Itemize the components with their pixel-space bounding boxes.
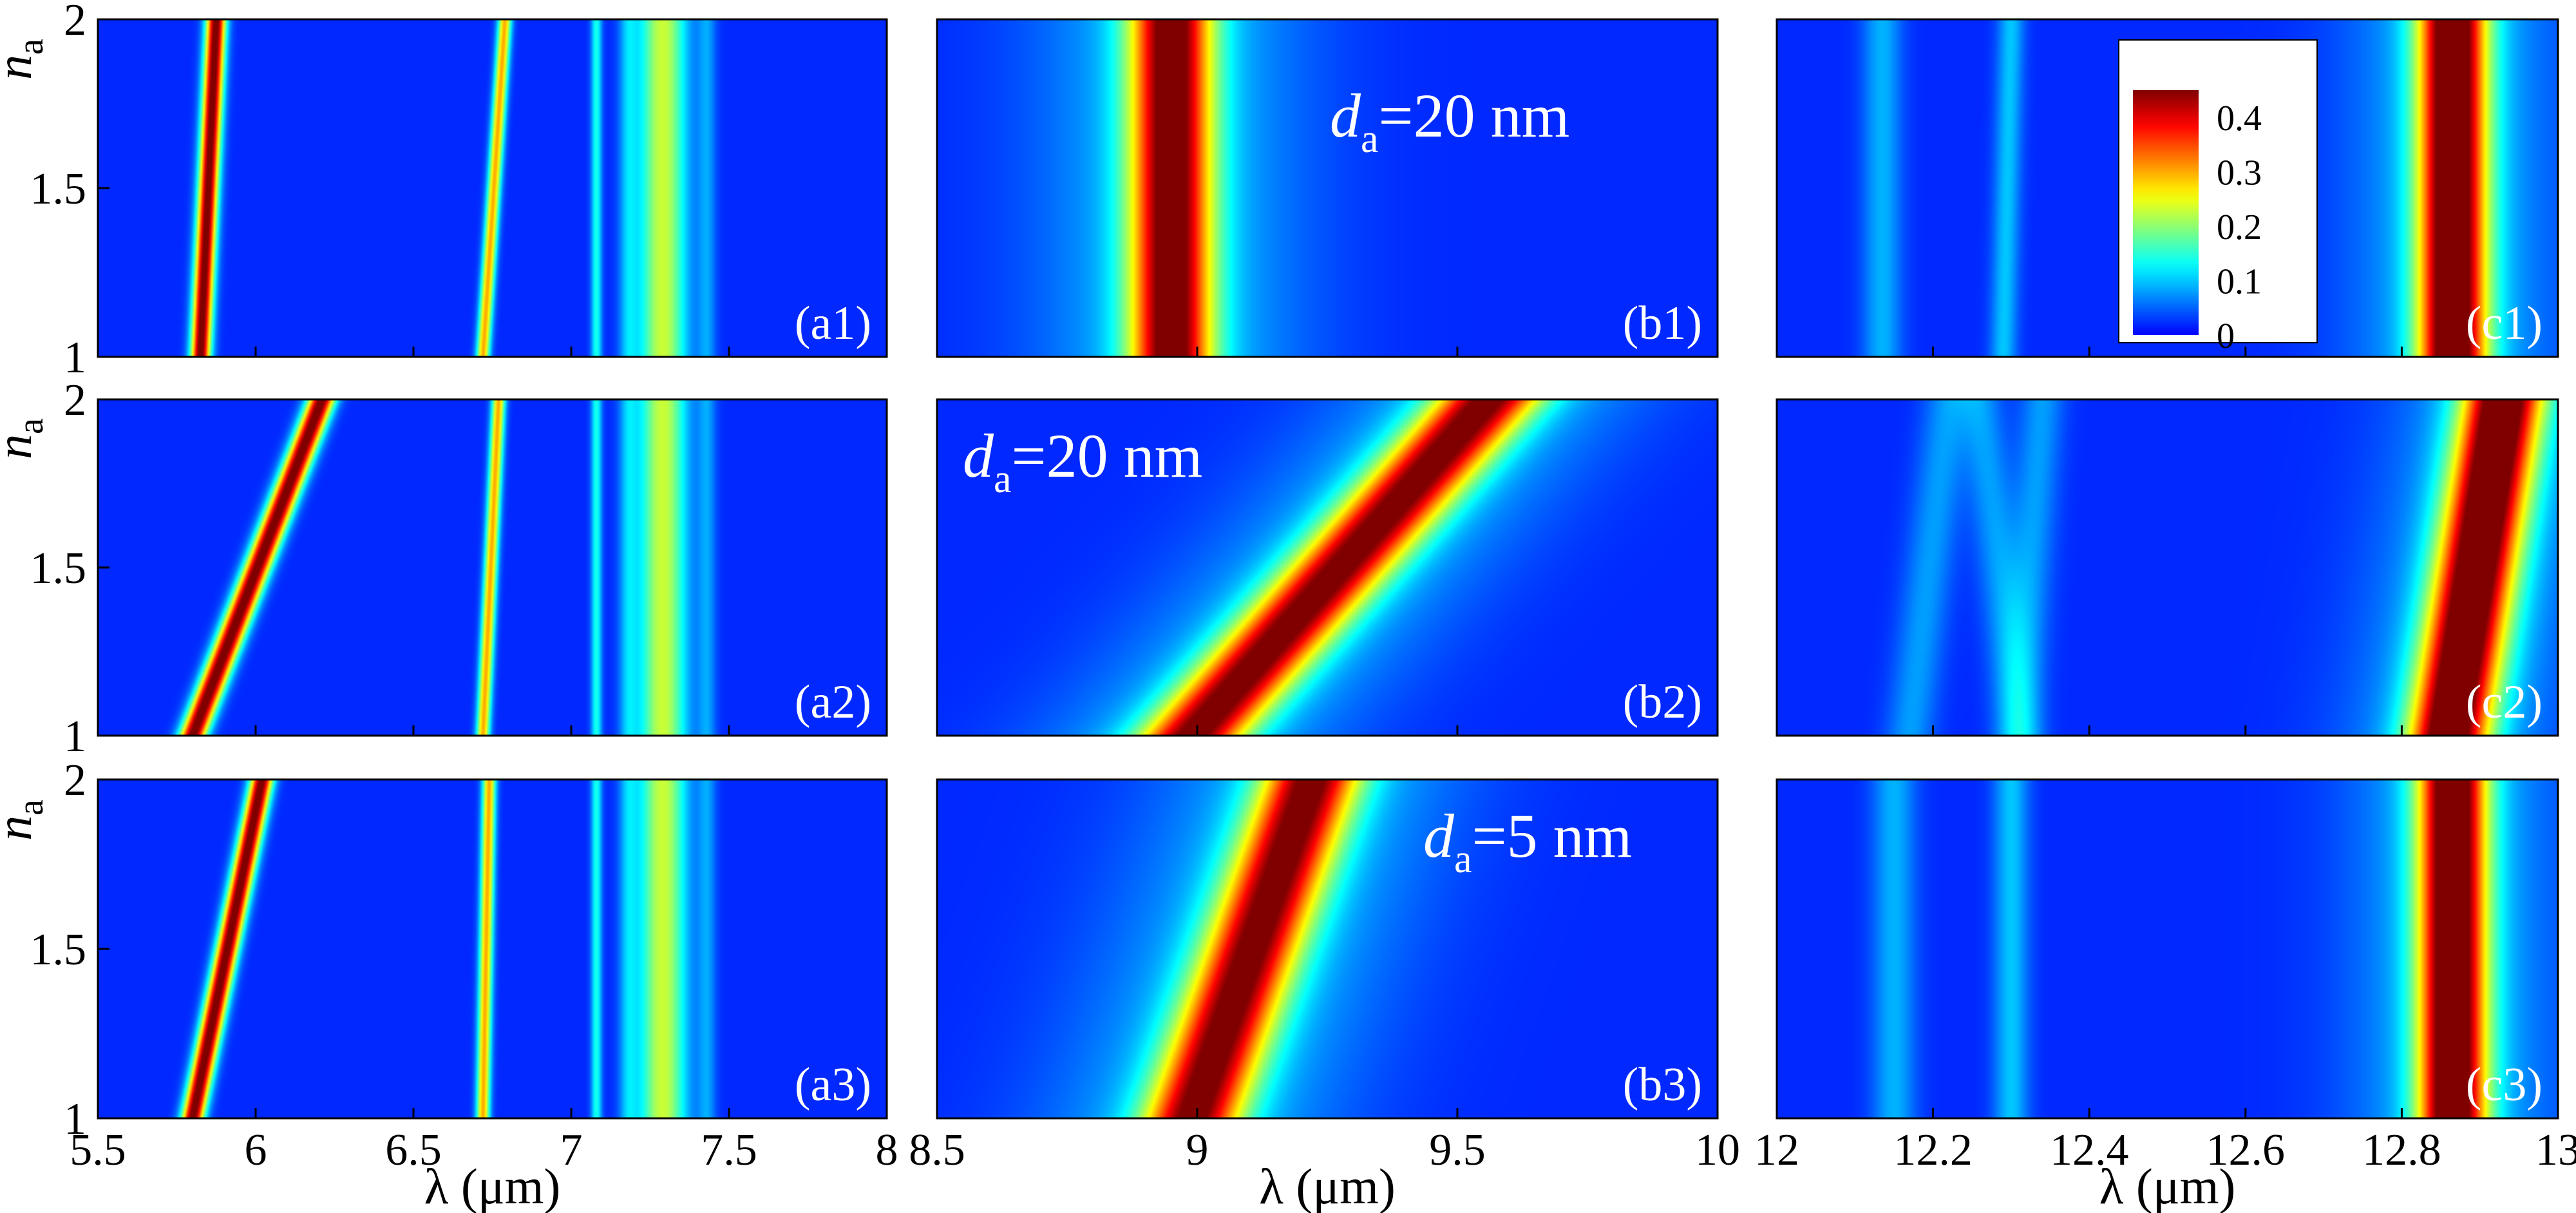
- y-tick-label: 1: [64, 1094, 86, 1144]
- panel-frame-c2: [1776, 398, 2559, 737]
- x-tick-label: 7.5: [701, 1125, 757, 1175]
- panel-frame-c1: [1776, 18, 2559, 358]
- heatmap-image-a2: [98, 399, 887, 736]
- y-tick-label: 1: [64, 333, 86, 383]
- y-tick-label: 1.5: [30, 164, 87, 214]
- panel-label-c3: (c3): [2466, 1058, 2543, 1111]
- y-axis-title: na: [0, 418, 51, 459]
- x-tick-label: 9.5: [1429, 1125, 1486, 1175]
- x-tick-label: 5.5: [70, 1125, 126, 1175]
- x-axis-title: λ (μm): [2099, 1158, 2236, 1213]
- heatmap-image-b1: [937, 19, 1718, 357]
- panel-label-b1: (b1): [1623, 297, 1702, 350]
- panel-frame-b1: [936, 18, 1719, 358]
- panel-label-a1: (a1): [795, 297, 871, 350]
- x-tick-label: 9: [1186, 1125, 1209, 1175]
- x-tick-label: 12.2: [1893, 1125, 1973, 1175]
- x-tick-label: 12.4: [2050, 1125, 2129, 1175]
- panel-a1: [98, 19, 887, 357]
- x-tick-label: 8.5: [909, 1125, 965, 1175]
- panel-b3: [937, 779, 1718, 1118]
- panel-c2: [1777, 399, 2558, 736]
- panel-frame-c3: [1776, 778, 2559, 1120]
- colorbar: 0 0.1 0.2 0.3 0.4: [2118, 39, 2318, 356]
- colorbar-tick-label: 0.3: [2217, 153, 2262, 193]
- colorbar-tick-label: 0.2: [2217, 207, 2262, 247]
- y-tick-label: 2: [64, 0, 86, 45]
- y-tick-label: 1: [64, 712, 86, 761]
- panel-frame-b3: [936, 778, 1719, 1120]
- panel-frame-b2: [936, 398, 1719, 737]
- panels-layer: [98, 19, 2558, 1118]
- x-tick-label: 8: [876, 1125, 898, 1175]
- x-tick-label: 6.5: [385, 1125, 442, 1175]
- x-tick-label: 6: [245, 1125, 267, 1175]
- annotation-b3: da=5 nm: [1423, 801, 1632, 881]
- panel-a3: [98, 779, 887, 1118]
- panel-label-b3: (b3): [1623, 1058, 1702, 1111]
- x-axis-title: λ (μm): [1259, 1158, 1396, 1213]
- heatmap-image-c2: [1777, 399, 2558, 736]
- x-tick-label: 7: [560, 1125, 583, 1175]
- panel-a2: [98, 399, 887, 736]
- y-axis-title: na: [0, 799, 51, 841]
- x-tick-label: 12: [1754, 1125, 1799, 1175]
- y-axis-title: na: [0, 39, 51, 80]
- panel-label-a2: (a2): [795, 676, 871, 729]
- panel-b2: [937, 399, 1718, 736]
- colorbar-gradient: [2133, 90, 2199, 335]
- y-tick-label: 2: [64, 756, 86, 805]
- panel-label-b2: (b2): [1623, 676, 1702, 729]
- y-tick-label: 1.5: [30, 544, 87, 593]
- panel-c3: [1777, 779, 2558, 1118]
- colorbar-tick-label: 0.1: [2217, 262, 2262, 302]
- panel-label-c2: (c2): [2466, 676, 2543, 729]
- heatmap-image-b3: [937, 779, 1718, 1118]
- heatmap-image-a1: [98, 19, 887, 357]
- x-tick-label: 12.8: [2362, 1125, 2441, 1175]
- heatmap-image-c3: [1777, 779, 2558, 1118]
- x-axis-title: λ (μm): [424, 1158, 561, 1213]
- panel-b1: [937, 19, 1718, 357]
- y-tick-label: 2: [64, 376, 86, 425]
- panel-label-c1: (c1): [2466, 297, 2543, 350]
- annotation-b2: da=20 nm: [963, 421, 1202, 501]
- colorbar-tick-label: 0: [2217, 316, 2235, 356]
- colorbar-tick-label: 0.4: [2217, 99, 2262, 138]
- heatmap-image-a3: [98, 779, 887, 1118]
- panel-label-a3: (a3): [795, 1058, 871, 1111]
- x-tick-label: 13: [2535, 1125, 2576, 1175]
- annotation-b1: da=20 nm: [1330, 81, 1569, 161]
- heatmap-image-b2: [937, 399, 1718, 736]
- x-tick-label: 10: [1695, 1125, 1740, 1175]
- y-tick-label: 1.5: [30, 925, 87, 975]
- x-tick-label: 12.6: [2206, 1125, 2286, 1175]
